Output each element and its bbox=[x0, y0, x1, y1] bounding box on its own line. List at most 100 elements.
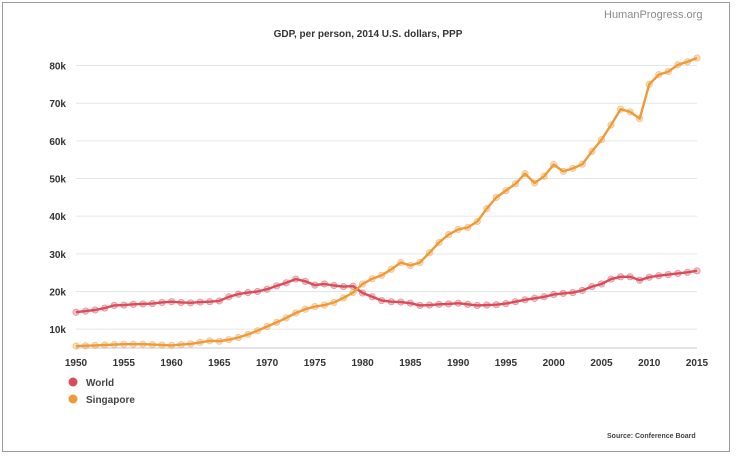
point-world-1979 bbox=[349, 282, 357, 290]
point-singapore-1971 bbox=[273, 318, 281, 326]
point-singapore-1969 bbox=[253, 327, 262, 335]
point-world-1996 bbox=[511, 298, 520, 306]
legend-label-world: World bbox=[86, 378, 114, 389]
point-singapore-1992 bbox=[473, 217, 481, 226]
point-singapore-1994 bbox=[492, 193, 500, 201]
point-singapore-1970 bbox=[263, 322, 271, 331]
x-tick-2000: 2000 bbox=[543, 358, 566, 369]
point-world-1976 bbox=[320, 280, 328, 288]
point-singapore-1955 bbox=[120, 340, 128, 348]
point-singapore-1983 bbox=[387, 265, 395, 273]
point-singapore-1975 bbox=[311, 302, 319, 311]
point-world-1994 bbox=[492, 301, 500, 309]
point-world-2009 bbox=[636, 276, 644, 284]
point-singapore-1993 bbox=[483, 205, 491, 213]
series-line-singapore bbox=[75, 56, 698, 348]
point-world-1965 bbox=[215, 297, 223, 305]
point-world-1964 bbox=[206, 298, 214, 306]
legend-label-singapore: Singapore bbox=[86, 395, 135, 406]
point-world-1975 bbox=[311, 281, 319, 289]
point-singapore-1967 bbox=[234, 333, 243, 342]
x-tick-1985: 1985 bbox=[399, 358, 422, 369]
point-world-1957 bbox=[139, 300, 147, 308]
y-tick-10k: 10k bbox=[49, 325, 66, 336]
x-tick-1980: 1980 bbox=[351, 358, 374, 369]
x-tick-1955: 1955 bbox=[113, 358, 136, 369]
x-tick-1975: 1975 bbox=[304, 358, 327, 369]
point-world-1953 bbox=[101, 304, 109, 312]
point-singapore-1956 bbox=[129, 340, 137, 348]
point-world-1998 bbox=[530, 294, 539, 302]
point-singapore-1997 bbox=[521, 170, 529, 178]
source-note: Source: Conference Board bbox=[607, 433, 696, 440]
point-singapore-1965 bbox=[215, 337, 223, 345]
point-world-1967 bbox=[234, 290, 243, 298]
point-world-2004 bbox=[588, 283, 596, 291]
point-world-1962 bbox=[187, 299, 195, 307]
point-world-2000 bbox=[550, 290, 558, 299]
point-world-1993 bbox=[483, 301, 491, 309]
point-singapore-2013 bbox=[674, 61, 682, 69]
legend-marker-world bbox=[68, 377, 78, 387]
x-tick-1960: 1960 bbox=[160, 358, 183, 369]
point-singapore-2005 bbox=[597, 136, 606, 144]
point-singapore-1977 bbox=[330, 298, 338, 307]
point-singapore-1953 bbox=[101, 341, 109, 349]
point-singapore-1991 bbox=[464, 223, 472, 232]
point-singapore-2007 bbox=[616, 105, 625, 113]
point-singapore-2008 bbox=[626, 108, 634, 116]
point-world-1992 bbox=[473, 301, 481, 310]
legend: World Singapore bbox=[68, 377, 135, 406]
point-world-1985 bbox=[406, 299, 414, 307]
point-singapore-2014 bbox=[683, 58, 692, 66]
point-singapore-1986 bbox=[416, 258, 424, 267]
point-world-2015 bbox=[693, 267, 701, 275]
y-tick-60k: 60k bbox=[49, 137, 66, 148]
x-tick-1950: 1950 bbox=[65, 358, 88, 369]
x-tick-1990: 1990 bbox=[447, 358, 470, 369]
point-singapore-1979 bbox=[349, 289, 357, 297]
gridlines bbox=[76, 65, 697, 330]
point-singapore-1958 bbox=[148, 341, 157, 349]
legend-marker-singapore bbox=[68, 394, 78, 404]
y-tick-50k: 50k bbox=[49, 175, 66, 186]
point-singapore-2012 bbox=[664, 67, 672, 76]
point-world-1961 bbox=[177, 298, 185, 307]
point-singapore-1995 bbox=[502, 186, 510, 195]
series-lines bbox=[75, 56, 698, 348]
y-tick-20k: 20k bbox=[49, 288, 66, 299]
y-tick-80k: 80k bbox=[49, 62, 66, 73]
point-world-1969 bbox=[253, 287, 262, 296]
point-singapore-1973 bbox=[292, 309, 300, 317]
point-world-1984 bbox=[397, 298, 405, 306]
point-world-1983 bbox=[387, 298, 395, 306]
point-singapore-1961 bbox=[177, 341, 185, 349]
point-singapore-1987 bbox=[425, 249, 434, 257]
x-tick-labels: 1950 1955 1960 1965 1970 1975 1980 1985 1990 1995… bbox=[65, 358, 709, 369]
y-tick-labels: 10k 20k 30k 40k 50k 60k 70k 80k bbox=[49, 62, 66, 337]
y-tick-30k: 30k bbox=[49, 250, 66, 261]
point-world-1970 bbox=[263, 285, 271, 293]
point-singapore-1968 bbox=[244, 330, 252, 339]
x-tick-2010: 2010 bbox=[638, 358, 661, 369]
point-world-1974 bbox=[301, 277, 309, 285]
point-singapore-2006 bbox=[607, 121, 615, 129]
point-singapore-1978 bbox=[339, 294, 348, 302]
point-world-2001 bbox=[559, 289, 567, 297]
point-world-1980 bbox=[359, 289, 367, 297]
point-singapore-1999 bbox=[540, 172, 548, 180]
point-singapore-1989 bbox=[444, 231, 453, 239]
point-singapore-1981 bbox=[368, 275, 376, 283]
point-world-1978 bbox=[339, 283, 348, 291]
point-world-1987 bbox=[425, 301, 434, 309]
point-singapore-1976 bbox=[320, 301, 328, 309]
point-singapore-2011 bbox=[655, 70, 663, 79]
point-world-1997 bbox=[521, 296, 529, 304]
x-tick-2015: 2015 bbox=[686, 358, 709, 369]
point-world-1958 bbox=[148, 299, 157, 308]
point-world-2014 bbox=[683, 268, 692, 276]
point-world-1988 bbox=[435, 300, 443, 308]
point-world-2012 bbox=[664, 270, 672, 279]
point-world-1952 bbox=[91, 306, 99, 314]
point-singapore-1966 bbox=[225, 336, 233, 344]
